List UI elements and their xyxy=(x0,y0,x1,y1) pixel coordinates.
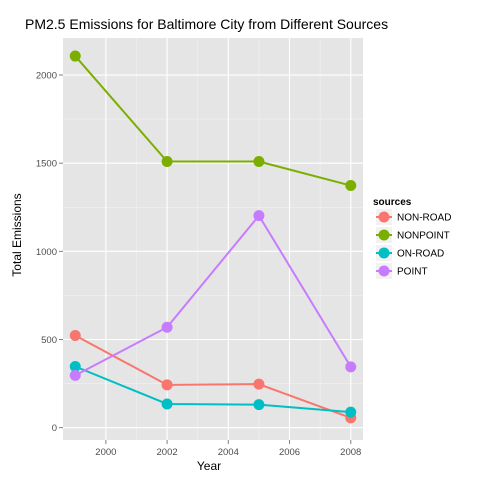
data-point-point xyxy=(345,361,357,373)
legend-point-point xyxy=(378,265,390,277)
grid-minor xyxy=(63,38,363,440)
legend-label-non-road: NON-ROAD xyxy=(397,213,451,224)
x-axis-title: Year xyxy=(197,459,221,473)
legend-label-on-road: ON-ROAD xyxy=(397,249,444,260)
data-point-nonpoint xyxy=(69,50,81,62)
data-point-point xyxy=(161,321,173,333)
legend-point-nonpoint xyxy=(378,229,390,241)
chart-title: PM2.5 Emissions for Baltimore City from … xyxy=(25,16,388,32)
x-tick-label: 2002 xyxy=(157,447,178,458)
y-tick-label: 2000 xyxy=(36,71,57,82)
plot-panel xyxy=(63,38,363,440)
data-point-on-road xyxy=(345,406,357,418)
x-tick-label: 2008 xyxy=(340,447,361,458)
legend-title: sources xyxy=(373,197,412,208)
x-tick-label: 2000 xyxy=(95,447,116,458)
legend-point-on-road xyxy=(378,247,390,259)
series-line-nonpoint xyxy=(74,55,352,187)
series-line-on-road xyxy=(74,365,351,414)
data-point-non-road xyxy=(69,329,81,341)
data-point-nonpoint xyxy=(161,156,173,168)
x-tick-label: 2004 xyxy=(218,447,239,458)
series-points xyxy=(69,50,357,424)
data-point-point xyxy=(69,369,81,381)
data-point-on-road xyxy=(69,361,81,373)
y-axis: 0 500 1000 1500 2000 xyxy=(36,71,63,434)
y-tick-label: 1500 xyxy=(36,159,57,170)
data-point-nonpoint xyxy=(345,180,357,192)
series-line-non-road xyxy=(74,334,352,419)
data-point-on-road xyxy=(253,399,265,411)
y-axis-title: Total Emissions xyxy=(10,193,24,276)
y-tick-label: 1000 xyxy=(36,247,57,258)
legend-point-non-road xyxy=(378,211,390,223)
series-lines xyxy=(74,55,352,419)
legend: sources NON-ROAD NONPOINT ON-ROAD POINT xyxy=(373,197,451,279)
legend-label-nonpoint: NONPOINT xyxy=(397,231,450,242)
data-point-point xyxy=(253,210,265,222)
x-axis: 2000 2002 2004 2006 2008 xyxy=(95,440,361,458)
y-tick-label: 500 xyxy=(41,335,57,346)
series-line-point xyxy=(74,214,352,377)
y-tick-label: 0 xyxy=(52,423,57,434)
data-point-on-road xyxy=(161,398,173,410)
data-point-non-road xyxy=(161,379,173,391)
data-point-non-road xyxy=(253,378,265,390)
legend-label-point: POINT xyxy=(397,267,428,278)
grid-major xyxy=(63,38,363,440)
data-point-nonpoint xyxy=(253,156,265,168)
x-tick-label: 2006 xyxy=(279,447,300,458)
